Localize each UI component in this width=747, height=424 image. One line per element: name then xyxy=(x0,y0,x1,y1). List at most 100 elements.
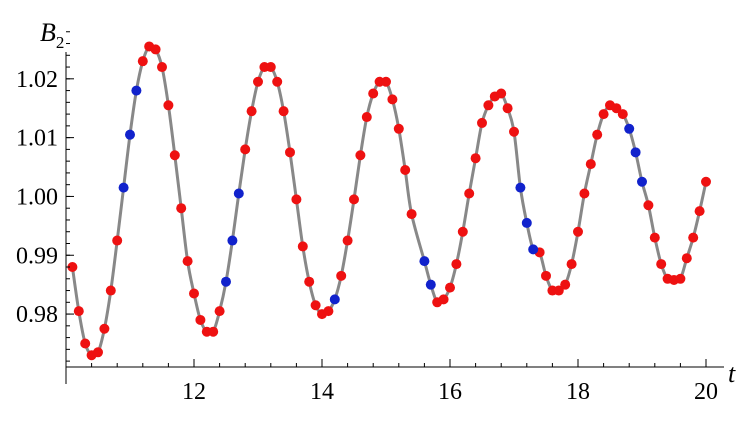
red-data-point xyxy=(445,282,455,293)
red-data-point xyxy=(579,188,590,199)
red-data-point xyxy=(464,188,475,199)
x-tick-label: 18 xyxy=(566,379,590,405)
red-data-point xyxy=(157,62,167,73)
blue-data-point xyxy=(521,217,532,228)
x-tick-label: 16 xyxy=(438,379,462,405)
red-data-point xyxy=(105,285,116,296)
red-data-point xyxy=(336,270,347,281)
red-data-point xyxy=(342,235,353,246)
red-data-point xyxy=(451,259,462,270)
red-data-point xyxy=(285,147,295,158)
x-axis-label: t xyxy=(728,359,736,388)
y-axis-label: B2 xyxy=(40,18,64,52)
blue-data-point xyxy=(227,235,238,246)
x-tick-label: 12 xyxy=(182,379,206,405)
y-tick-label: 1.01 xyxy=(16,126,58,152)
red-data-point xyxy=(240,144,251,155)
red-data-point xyxy=(355,150,366,161)
red-data-point xyxy=(169,150,180,161)
blue-data-point xyxy=(125,129,135,140)
red-data-point xyxy=(304,276,315,287)
data-points-layer xyxy=(67,41,711,361)
fit-curve-layer xyxy=(70,44,708,358)
red-data-point xyxy=(137,56,148,67)
red-data-point xyxy=(502,103,513,114)
red-data-point xyxy=(310,300,321,311)
blue-data-point xyxy=(630,147,641,158)
blue-data-point xyxy=(515,182,526,193)
red-data-point xyxy=(361,112,372,123)
red-data-point xyxy=(291,194,302,205)
red-data-point xyxy=(694,206,705,217)
y-axis-label-main: B xyxy=(40,18,56,47)
red-data-point xyxy=(246,106,257,117)
blue-data-point xyxy=(419,256,430,267)
red-data-point xyxy=(541,270,551,281)
x-tick-label: 14 xyxy=(310,379,334,405)
red-data-point xyxy=(272,76,283,87)
blue-data-point xyxy=(528,244,539,255)
red-data-point xyxy=(73,306,84,317)
red-data-point xyxy=(656,259,667,270)
red-data-point xyxy=(573,226,583,237)
red-data-point xyxy=(457,226,468,237)
blue-data-point xyxy=(221,276,231,287)
red-data-point xyxy=(387,94,398,105)
red-data-point xyxy=(393,123,404,134)
red-data-point xyxy=(278,106,289,117)
y-tick-label: 0.99 xyxy=(16,243,58,269)
red-data-point xyxy=(681,253,692,264)
red-data-point xyxy=(93,347,103,358)
blue-data-point xyxy=(233,188,244,199)
red-data-point xyxy=(349,194,359,205)
red-data-point xyxy=(611,103,622,114)
red-data-point xyxy=(381,76,391,87)
red-data-point xyxy=(323,306,334,317)
x-tick-label: 20 xyxy=(694,379,718,405)
red-data-point xyxy=(477,117,487,128)
red-data-point xyxy=(566,259,577,270)
red-data-point xyxy=(560,279,571,290)
blue-data-point xyxy=(624,123,635,134)
red-data-point xyxy=(208,326,219,337)
red-data-point xyxy=(470,153,481,164)
y-tick-label: 1.02 xyxy=(16,67,58,93)
red-data-point xyxy=(509,126,519,137)
red-data-point xyxy=(189,288,199,299)
blue-data-point xyxy=(637,176,647,187)
red-data-point xyxy=(649,232,660,243)
y-tick-label: 1.00 xyxy=(16,184,58,210)
red-data-point xyxy=(400,164,411,175)
y-tick-label: 0.98 xyxy=(16,302,58,328)
red-data-point xyxy=(617,109,628,120)
blue-data-point xyxy=(131,85,142,96)
red-data-point xyxy=(585,159,596,170)
red-data-point xyxy=(688,232,699,243)
red-data-point xyxy=(406,209,417,220)
red-data-point xyxy=(675,273,686,284)
red-data-point xyxy=(496,88,507,99)
red-data-point xyxy=(214,306,225,317)
red-data-point xyxy=(265,62,276,73)
ticks-layer: 12 14 16 18 20 0.98 0.99 1.00 1.01 1.02 xyxy=(16,31,718,405)
red-data-point xyxy=(368,88,379,99)
red-data-point xyxy=(80,338,91,349)
blue-data-point xyxy=(329,294,340,305)
red-data-point xyxy=(67,262,78,273)
blue-data-point xyxy=(425,279,436,290)
red-data-point xyxy=(643,200,654,211)
red-data-point xyxy=(195,314,206,325)
red-data-point xyxy=(112,235,123,246)
red-data-point xyxy=(297,241,308,252)
red-data-point xyxy=(99,323,110,334)
red-data-point xyxy=(182,256,193,267)
red-data-point xyxy=(163,100,174,111)
red-data-point xyxy=(598,109,609,120)
red-data-point xyxy=(176,203,187,214)
red-data-point xyxy=(150,44,161,55)
red-data-point xyxy=(701,176,711,187)
red-data-point xyxy=(592,129,603,140)
y-axis-label-subscript: 2 xyxy=(56,33,65,52)
red-data-point xyxy=(483,100,494,111)
